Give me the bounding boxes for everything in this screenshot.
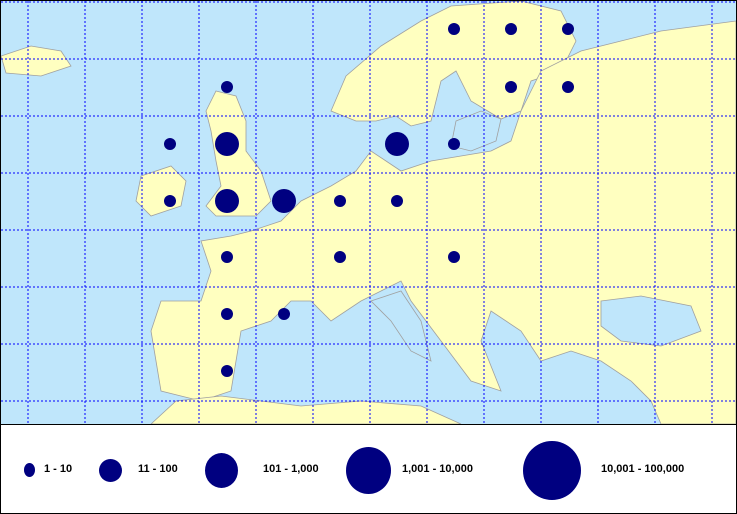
legend-label: 11 - 100 [138,463,178,475]
bubble-marker[interactable] [391,195,403,207]
legend: 1 - 10 11 - 100 101 - 1,000 1,001 - 10,0… [1,424,736,513]
bubble-marker[interactable] [221,251,233,263]
legend-symbol-11-100 [99,459,122,482]
bubble-marker[interactable] [448,23,460,35]
bubble-marker[interactable] [215,189,239,213]
legend-symbol-101-1000 [205,453,238,488]
legend-symbol-1-10 [24,463,35,477]
graticule [1,1,736,424]
bubble-layer [164,23,574,377]
legend-label: 1 - 10 [44,463,73,475]
bubble-marker[interactable] [448,138,460,150]
bubble-marker[interactable] [562,23,574,35]
bubble-marker[interactable] [385,132,409,156]
bubble-marker[interactable] [272,189,296,213]
legend-label: 101 - 1,000 [263,463,319,475]
bubble-marker[interactable] [221,365,233,377]
bubble-marker[interactable] [505,23,517,35]
bubble-marker[interactable] [221,81,233,93]
bubble-marker[interactable] [505,81,517,93]
legend-symbol-1001-10000 [346,447,391,494]
legend-label: 1,001 - 10,000 [402,463,473,475]
bubble-marker[interactable] [164,195,176,207]
europe-map[interactable] [1,1,736,424]
bubble-marker[interactable] [215,132,239,156]
bubble-marker[interactable] [334,251,346,263]
legend-symbol-10001-100000 [523,441,581,500]
bubble-marker[interactable] [164,138,176,150]
bubble-marker[interactable] [334,195,346,207]
bubble-marker[interactable] [278,308,290,320]
bubble-marker[interactable] [562,81,574,93]
bubble-marker[interactable] [448,251,460,263]
legend-label: 10,001 - 100,000 [601,463,685,475]
bubble-marker[interactable] [221,308,233,320]
